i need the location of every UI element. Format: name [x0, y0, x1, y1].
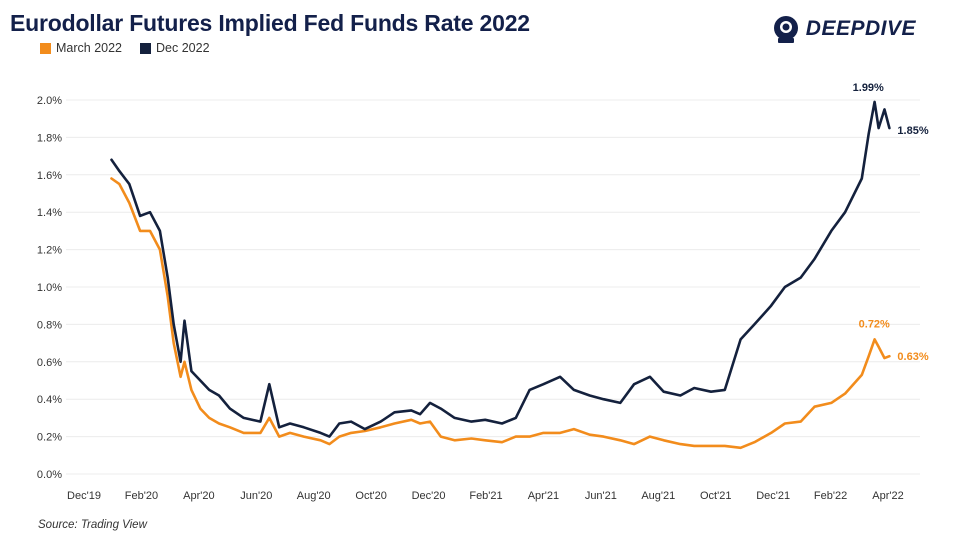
x-tick-label: Aug'21	[641, 490, 675, 502]
data-labels: 0.72% 0.63% 1.99% 1.85%	[853, 82, 929, 363]
x-tick-label: Apr'20	[183, 490, 214, 502]
chart-title: Eurodollar Futures Implied Fed Funds Rat…	[10, 10, 530, 36]
y-tick-label: 0.6%	[37, 357, 62, 369]
y-tick-label: 2.0%	[37, 95, 62, 107]
x-tick-label: Apr'22	[872, 490, 903, 502]
series-line-march-2022	[110, 177, 891, 450]
x-tick-label: Oct'20	[355, 490, 386, 502]
y-tick-label: 0.8%	[37, 319, 62, 331]
y-tick-label: 1.8%	[37, 132, 62, 144]
legend-swatch-dec-2022	[140, 42, 152, 54]
series-lines	[110, 100, 891, 450]
x-tick-label: Jun'20	[240, 490, 272, 502]
y-tick-label: 1.2%	[37, 245, 62, 257]
y-tick-label: 0.2%	[37, 432, 62, 444]
y-tick-label: 1.6%	[37, 170, 62, 182]
data-label: 1.99%	[853, 82, 884, 94]
legend-item-dec-2022: Dec 2022	[140, 41, 210, 55]
x-axis-ticks: Dec'19 Feb'20 Apr'20 Jun'20 Aug'20 Oct'20 Dec'…	[67, 490, 904, 502]
chart-grid	[66, 99, 920, 475]
legend-item-march-2022: March 2022	[40, 41, 122, 55]
x-tick-label: Jun'21	[585, 490, 617, 502]
x-tick-label: Feb'21	[469, 490, 502, 502]
legend: March 2022 Dec 2022	[40, 41, 210, 55]
y-tick-label: 0.0%	[37, 469, 62, 481]
legend-swatch-march-2022	[40, 42, 51, 54]
x-tick-label: Dec'20	[412, 490, 446, 502]
legend-label-march-2022: March 2022	[56, 41, 123, 55]
series-line-dec-2022	[110, 100, 891, 438]
y-tick-label: 1.0%	[37, 282, 62, 294]
source-note: Source: Trading View	[38, 519, 147, 531]
x-tick-label: Feb'22	[814, 490, 847, 502]
deepdive-logo: DEEPDIVE	[772, 14, 916, 44]
y-axis-ticks: 0.0% 0.2% 0.4% 0.6% 0.8% 1.0% 1.2% 1.4% 1.6% 1.8%…	[37, 95, 62, 481]
y-tick-label: 0.4%	[37, 394, 62, 406]
legend-label-dec-2022: Dec 2022	[156, 41, 210, 55]
x-tick-label: Dec'21	[756, 490, 790, 502]
x-tick-label: Apr'21	[528, 490, 559, 502]
data-label: 0.72%	[859, 318, 890, 330]
y-tick-label: 1.4%	[37, 207, 62, 219]
x-tick-label: Aug'20	[297, 490, 331, 502]
logo-wordmark: DEEPDIVE	[805, 17, 916, 40]
data-label: 0.63%	[897, 351, 928, 363]
diver-helmet-icon	[773, 16, 798, 43]
x-tick-label: Oct'21	[700, 490, 731, 502]
x-tick-label: Dec'19	[67, 490, 101, 502]
x-tick-label: Feb'20	[125, 490, 158, 502]
data-label: 1.85%	[897, 125, 928, 137]
